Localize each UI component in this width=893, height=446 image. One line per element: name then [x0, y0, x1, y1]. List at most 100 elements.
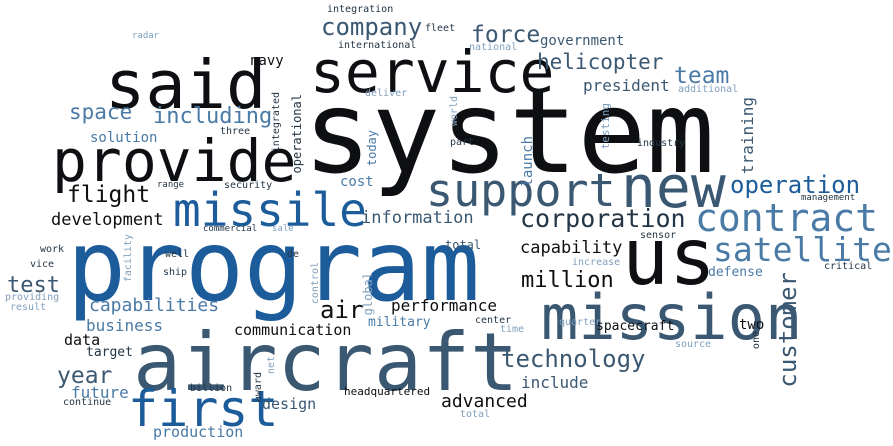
word-solution: solution	[90, 130, 158, 146]
word-sensor: sensor	[640, 230, 677, 241]
word-cost: cost	[340, 174, 374, 190]
word-space: space	[69, 100, 133, 124]
word-increase: increase	[572, 257, 621, 268]
word-mission: mission	[541, 281, 803, 354]
word-fleet: fleet	[425, 23, 456, 34]
word-launch: launch	[520, 136, 536, 187]
word-including: including	[153, 104, 273, 129]
word-sale: sale	[272, 224, 294, 234]
word-program: program	[67, 210, 481, 324]
word-support: support	[426, 164, 616, 217]
word-include: include	[521, 373, 589, 392]
word-management: management	[801, 193, 856, 203]
word-total-mid: total	[445, 238, 482, 252]
word-company: company	[321, 13, 423, 41]
word-two: two	[739, 317, 765, 333]
word-first: first	[128, 380, 279, 438]
word-operational: operational	[290, 94, 304, 174]
word-industry: industry	[637, 138, 686, 149]
word-data: data	[64, 331, 101, 349]
word-integrated: integrated	[271, 92, 282, 153]
word-flight: flight	[67, 182, 151, 208]
word-part: part	[450, 137, 475, 148]
word-security: security	[224, 180, 273, 191]
word-ship: ship	[163, 267, 188, 278]
word-net: net	[266, 356, 277, 375]
word-critical: critical	[824, 261, 873, 272]
word-government: government	[540, 33, 625, 49]
word-customer: customer	[774, 272, 802, 388]
word-year: year	[57, 363, 113, 389]
word-national: national	[469, 42, 518, 53]
word-contract: contract	[695, 196, 879, 240]
word-corporation: corporation	[520, 204, 686, 233]
word-training: training	[738, 97, 757, 175]
word-helicopter: helicopter	[537, 50, 664, 74]
word-international: international	[338, 40, 417, 51]
word-technology: technology	[501, 345, 646, 373]
word-billion: billion	[190, 383, 233, 394]
word-time: time	[500, 324, 525, 335]
word-commercial: commercial	[203, 224, 258, 234]
word-air: air	[320, 296, 364, 324]
word-advanced: advanced	[441, 391, 528, 412]
word-radar: radar	[132, 31, 160, 41]
word-three: three	[220, 126, 251, 137]
word-military: military	[368, 315, 431, 330]
word-one: one	[751, 331, 762, 350]
word-spacecraft: spacecraft	[596, 319, 675, 334]
word-design: design	[262, 395, 317, 413]
word-said: said	[105, 46, 267, 124]
word-operation: operation	[730, 171, 861, 199]
word-total-bottom: total	[460, 409, 491, 420]
word-provide: provide	[52, 127, 297, 195]
word-satellite: satellite	[713, 230, 892, 269]
word-source: source	[675, 339, 712, 350]
word-testing: testing	[599, 103, 612, 150]
word-service: service	[310, 38, 555, 106]
word-vice: vice	[30, 259, 55, 270]
word-capability: capability	[520, 238, 623, 258]
word-force: force	[471, 22, 541, 48]
word-performance: performance	[391, 296, 497, 315]
word-communication: communication	[234, 321, 352, 339]
word-range: range	[157, 180, 185, 190]
word-global: global	[361, 272, 375, 316]
word-target: target	[86, 345, 133, 360]
word-development: development	[51, 210, 164, 230]
word-test: test	[7, 273, 60, 298]
word-today: today	[365, 130, 379, 167]
word-million: million	[521, 268, 614, 293]
word-quarter: quarter	[559, 317, 602, 328]
word-defense: defense	[708, 265, 763, 280]
word-us: us	[622, 213, 716, 303]
word-continue: continue	[63, 397, 112, 408]
word-system: system	[303, 66, 715, 199]
word-business: business	[86, 316, 164, 335]
word-deliver: deliver	[365, 88, 408, 99]
word-headquartered: headquartered	[344, 385, 431, 398]
word-control: control	[310, 262, 321, 305]
word-result: result	[10, 302, 47, 313]
word-aircraft: aircraft	[133, 316, 519, 409]
word-additional: additional	[678, 84, 739, 95]
word-capabilities: capabilities	[89, 295, 220, 316]
word-future: future	[71, 383, 129, 402]
word-providing: providing	[5, 292, 60, 303]
word-new: new	[621, 153, 726, 221]
word-work: work	[40, 244, 65, 255]
word-de: de	[287, 249, 300, 260]
word-production: production	[153, 423, 244, 441]
word-missile: missile	[173, 183, 367, 237]
word-facility: facility	[123, 234, 134, 283]
word-award: award	[253, 372, 264, 403]
word-navy: navy	[250, 53, 284, 69]
word-center: center	[475, 315, 512, 326]
word-information: information	[361, 208, 474, 228]
word-integration: integration	[327, 4, 394, 15]
word-world: world	[449, 96, 460, 127]
word-well: well	[165, 249, 190, 260]
word-president: president	[583, 76, 670, 95]
word-team: team	[674, 63, 730, 89]
